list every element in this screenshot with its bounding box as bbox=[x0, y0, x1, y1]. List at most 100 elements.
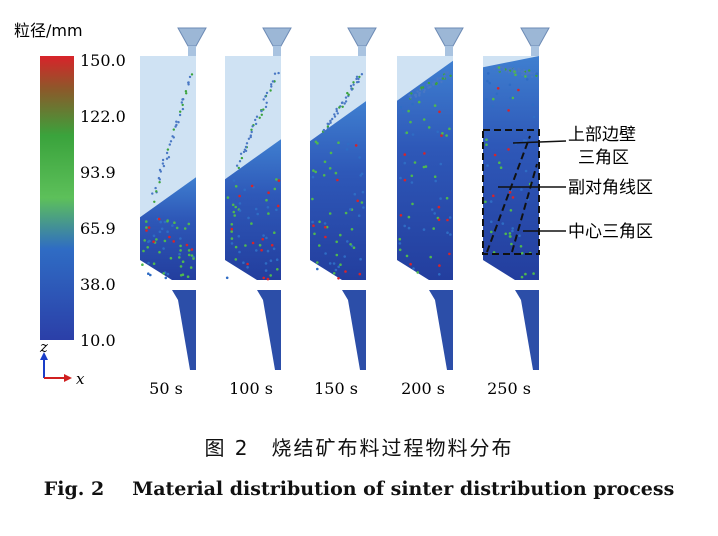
particle bbox=[234, 245, 238, 249]
particle bbox=[269, 259, 273, 263]
particle bbox=[230, 242, 234, 245]
particle bbox=[237, 234, 241, 238]
particle bbox=[186, 275, 190, 279]
particle bbox=[163, 220, 167, 224]
feed-hopper bbox=[177, 27, 207, 47]
particle bbox=[256, 212, 260, 216]
panel: 200 s bbox=[397, 27, 464, 398]
particle bbox=[535, 72, 538, 75]
particle bbox=[356, 199, 360, 203]
particle bbox=[179, 265, 183, 268]
particle bbox=[530, 75, 534, 79]
particle bbox=[422, 90, 426, 94]
material-bed bbox=[225, 139, 281, 280]
particle bbox=[437, 205, 441, 209]
particle bbox=[497, 66, 501, 69]
particle bbox=[416, 90, 419, 93]
particle bbox=[520, 70, 523, 73]
particle bbox=[431, 82, 435, 85]
particle bbox=[179, 110, 182, 113]
particle bbox=[448, 216, 452, 219]
particle bbox=[433, 104, 437, 107]
particle bbox=[446, 231, 449, 234]
particle bbox=[243, 148, 247, 151]
particle bbox=[249, 135, 252, 139]
particle bbox=[273, 187, 277, 191]
particle bbox=[349, 208, 352, 211]
particle bbox=[409, 262, 412, 266]
particle bbox=[190, 254, 194, 257]
annotation-diagonal-1 bbox=[486, 135, 531, 253]
particle bbox=[444, 71, 447, 74]
particle bbox=[328, 167, 332, 170]
particle bbox=[402, 110, 405, 113]
particle bbox=[147, 261, 150, 265]
particle bbox=[329, 151, 333, 155]
particle bbox=[427, 126, 431, 129]
particle bbox=[269, 274, 273, 277]
particle bbox=[362, 206, 365, 209]
particle bbox=[145, 220, 148, 223]
particle bbox=[355, 75, 359, 79]
particle bbox=[273, 72, 277, 75]
particle bbox=[511, 196, 515, 199]
particle bbox=[244, 244, 247, 247]
particle bbox=[359, 174, 363, 177]
legend-colorbar bbox=[40, 56, 74, 340]
particle bbox=[329, 121, 332, 125]
particle bbox=[233, 214, 236, 217]
particle bbox=[508, 232, 512, 235]
particle bbox=[485, 98, 488, 101]
particle bbox=[441, 77, 445, 80]
particle bbox=[360, 201, 364, 204]
particle bbox=[511, 69, 514, 72]
particle bbox=[318, 244, 321, 247]
particle bbox=[428, 86, 431, 89]
particle bbox=[234, 205, 237, 209]
caption-en-number: Fig. 2 bbox=[43, 478, 105, 500]
particle bbox=[446, 71, 450, 74]
particle bbox=[166, 220, 169, 223]
particle bbox=[323, 160, 327, 164]
particle bbox=[323, 222, 327, 225]
annotation-diagonal-2 bbox=[511, 163, 538, 253]
particle bbox=[161, 158, 165, 162]
particle bbox=[262, 108, 265, 111]
particle bbox=[178, 113, 182, 117]
particle bbox=[436, 78, 439, 81]
particle bbox=[411, 102, 414, 106]
particle bbox=[438, 264, 441, 267]
particle bbox=[173, 221, 176, 224]
particle bbox=[275, 178, 278, 181]
particle bbox=[312, 169, 315, 172]
particle bbox=[504, 232, 508, 236]
particle bbox=[183, 227, 187, 230]
particle bbox=[441, 132, 444, 135]
particle bbox=[230, 227, 234, 231]
particle bbox=[271, 80, 275, 83]
particle bbox=[166, 230, 169, 233]
particle bbox=[507, 109, 510, 112]
caption-chinese: 图 2 烧结矿布料过程物料分布 bbox=[0, 432, 718, 461]
particle bbox=[158, 250, 161, 254]
particle bbox=[403, 224, 407, 228]
particle bbox=[171, 224, 174, 227]
particle bbox=[265, 198, 268, 202]
particle bbox=[311, 175, 315, 179]
particle bbox=[158, 181, 161, 184]
particle bbox=[440, 80, 443, 84]
particle bbox=[399, 214, 403, 217]
particle bbox=[179, 244, 182, 248]
particle bbox=[410, 181, 414, 184]
particle bbox=[510, 242, 513, 246]
particle bbox=[498, 69, 501, 72]
particle bbox=[416, 271, 420, 274]
material-bed bbox=[397, 60, 453, 280]
particle bbox=[232, 179, 236, 182]
panel-time-label: 150 s bbox=[314, 379, 358, 398]
particle bbox=[535, 74, 538, 78]
particle bbox=[163, 239, 167, 243]
particle bbox=[449, 233, 452, 236]
particle bbox=[335, 253, 339, 257]
particle bbox=[146, 246, 149, 249]
